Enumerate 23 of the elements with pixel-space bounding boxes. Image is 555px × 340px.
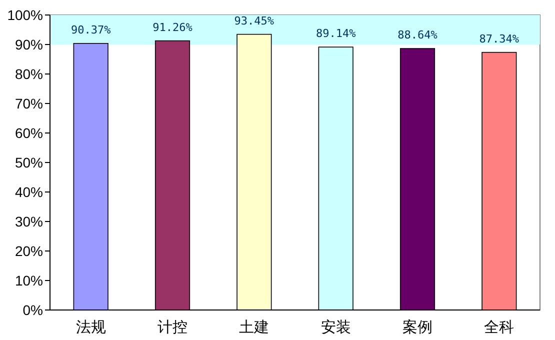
y-tick-label: 20% bbox=[14, 243, 43, 259]
y-tick-label: 100% bbox=[7, 7, 43, 23]
x-tick-label: 全科 bbox=[484, 318, 514, 336]
y-tick-label: 50% bbox=[14, 154, 43, 170]
data-label: 89.14% bbox=[316, 27, 356, 40]
y-tick-label: 40% bbox=[14, 184, 43, 200]
y-tick-label: 0% bbox=[22, 302, 43, 318]
y-tick-label: 70% bbox=[14, 96, 43, 112]
data-label: 87.34% bbox=[479, 32, 520, 46]
y-tick-label: 60% bbox=[14, 125, 43, 141]
x-tick-label: 安装 bbox=[320, 318, 351, 336]
x-tick-label: 计控 bbox=[158, 318, 188, 336]
y-tick-label: 10% bbox=[14, 272, 43, 288]
y-tick-label: 90% bbox=[14, 36, 43, 52]
data-label: 93.45% bbox=[234, 14, 274, 28]
y-tick-label: 30% bbox=[14, 214, 43, 230]
data-label: 90.37% bbox=[70, 23, 112, 36]
x-tick-label: 法规 bbox=[76, 318, 106, 336]
x-tick-label: 土建 bbox=[239, 318, 270, 336]
x-tick-label: 案例 bbox=[402, 318, 432, 336]
y-tick-label: 80% bbox=[14, 66, 43, 82]
data-label: 91.26% bbox=[152, 20, 193, 34]
data-label: 88.64% bbox=[398, 28, 438, 42]
